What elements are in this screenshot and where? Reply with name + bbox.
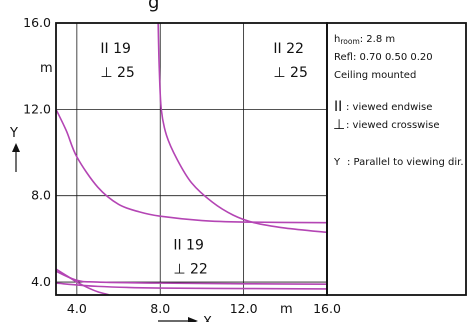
legend-y-text: : Parallel to viewing dir.	[347, 157, 464, 168]
y-tick-labels: 4.0 8.0 12.0 16.0	[23, 15, 51, 289]
legend-crosswise-text: : viewed crosswise	[346, 120, 440, 131]
y-axis-label: Y	[9, 126, 18, 141]
y-tick-label: 8.0	[31, 188, 51, 203]
legend-hroom-main: h	[334, 34, 340, 45]
legend-endwise-text: : viewed endwise	[346, 102, 432, 113]
legend-mounting: Ceiling mounted	[334, 70, 416, 81]
legend-frame	[326, 22, 467, 296]
zone-label-crosswise-3: ⊥ 22	[173, 262, 207, 278]
legend-hroom-value: : 2.8 m	[360, 34, 395, 45]
legend-reflectances: Refl: 0.70 0.50 0.20	[334, 52, 433, 63]
y-tick-label: 4.0	[31, 274, 51, 289]
y-unit-label: m	[40, 61, 53, 76]
x-tick-labels: 4.0 8.0 12.0 16.0	[67, 301, 341, 316]
legend-endwise-symbol: II	[334, 99, 342, 115]
x-axis-arrow-head	[188, 317, 198, 322]
zone-label-endwise-2: II 22	[273, 41, 304, 57]
plot-frame	[55, 22, 328, 296]
curve-layer	[56, 23, 327, 295]
iso-curve-1	[56, 108, 327, 224]
iso-curve-4	[56, 282, 327, 290]
x-axis-label: X	[203, 315, 212, 322]
zone-label-endwise-3: II 19	[173, 238, 204, 254]
x-tick-label: 4.0	[67, 301, 87, 316]
y-axis-arrow-head	[12, 143, 20, 152]
header-fragment: g	[148, 0, 159, 13]
zone-label-crosswise-1: ⊥ 25	[100, 65, 134, 81]
y-tick-label: 12.0	[23, 101, 51, 116]
legend-hroom-sub: room	[340, 37, 359, 46]
legend-crosswise-symbol: ⊥	[333, 117, 345, 133]
zone-label-crosswise-2: ⊥ 25	[273, 65, 307, 81]
x-unit-label: m	[280, 302, 293, 317]
legend-y-key: Y	[333, 157, 341, 168]
zone-labels: II 19 ⊥ 25 II 22 ⊥ 25 II 19 ⊥ 22	[100, 41, 307, 277]
iso-curve-3	[56, 270, 327, 286]
iso-curve-2	[157, 23, 327, 234]
legend-block: hroom: 2.8 m Refl: 0.70 0.50 0.20 Ceilin…	[333, 34, 464, 168]
y-tick-label: 16.0	[23, 15, 51, 30]
x-tick-label: 12.0	[230, 301, 258, 316]
legend-hroom: hroom: 2.8 m	[334, 34, 395, 46]
grid-lines	[56, 23, 327, 295]
x-tick-label: 8.0	[150, 301, 170, 316]
x-tick-label: 16.0	[313, 301, 341, 316]
zone-label-endwise-1: II 19	[100, 41, 131, 57]
iso-curve-5	[56, 268, 109, 295]
